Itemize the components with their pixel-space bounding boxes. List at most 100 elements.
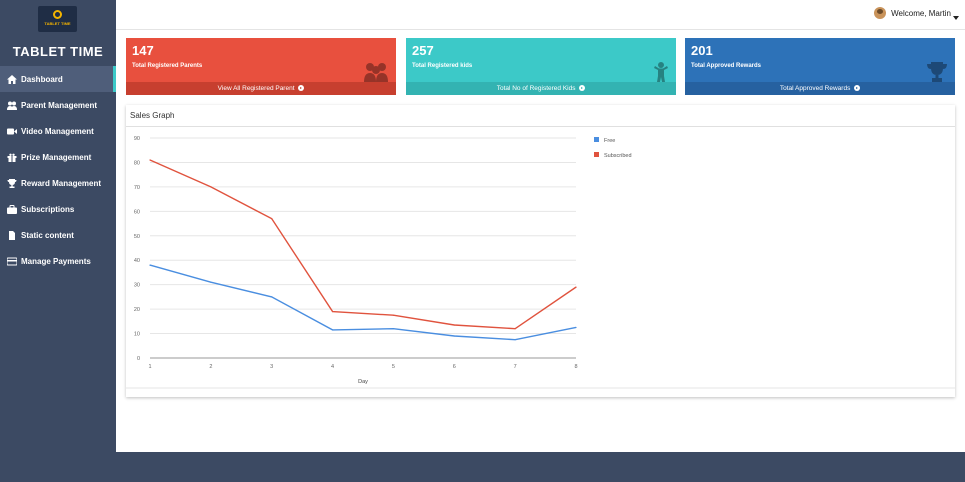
data-point — [149, 159, 151, 161]
data-point — [514, 339, 516, 341]
users-icon — [7, 101, 17, 110]
arrow-circle-right-icon — [579, 85, 586, 91]
trophy-icon — [927, 62, 947, 82]
user-menu[interactable]: Welcome, Martin — [874, 7, 951, 19]
briefcase-icon — [7, 204, 17, 214]
data-point — [392, 314, 395, 316]
series-line-free — [149, 264, 577, 341]
sidebar-item-label: Parent Management — [21, 100, 98, 110]
view-kids-link[interactable]: Total No of Registered Kids — [406, 82, 676, 95]
x-tick-label: 1 — [148, 364, 151, 370]
x-tick-label: 5 — [392, 364, 395, 370]
x-tick-label: 7 — [514, 364, 517, 370]
view-parents-link[interactable]: View All Registered Parent — [126, 82, 396, 95]
brand-title: TABLET TIME — [12, 44, 104, 59]
stat-card-parents: 147 Total Registered Parents View All Re… — [126, 38, 396, 95]
stat-label: Total Registered Parents — [132, 63, 203, 69]
sidebar-item-label: Prize Management — [21, 152, 92, 162]
logo-text: TABLET TIME — [44, 21, 71, 26]
sidebar-item-subscriptions[interactable]: Subscriptions — [0, 196, 116, 222]
sidebar-item-video-management[interactable]: Video Management — [0, 118, 116, 144]
avatar — [874, 7, 887, 19]
sidebar-item-label: Dashboard — [21, 74, 63, 84]
y-tick-label: 80 — [134, 160, 140, 166]
view-rewards-link[interactable]: Total Approved Rewards — [685, 82, 955, 95]
stat-card-rewards: 201 Total Approved Rewards Total Approve… — [685, 38, 955, 95]
sidebar-item-label: Subscriptions — [21, 204, 75, 214]
page-footer — [116, 452, 965, 482]
footer-label: Total Approved Rewards — [779, 85, 851, 92]
credit-card-icon — [7, 257, 17, 266]
sidebar-item-label: Video Management — [21, 126, 94, 136]
sidebar-menu: Dashboard Parent Management Video Manage… — [0, 66, 116, 274]
app-logo[interactable]: TABLET TIME — [38, 6, 77, 32]
data-point — [514, 328, 516, 330]
sales-line-chart: 0 10 20 30 40 50 60 70 80 90 1 2 3 4 5 6 7 8 Day Free Subscr… — [126, 136, 955, 389]
data-point — [271, 218, 273, 220]
y-tick-label: 40 — [134, 258, 140, 264]
sidebar-item-dashboard[interactable]: Dashboard — [0, 66, 116, 92]
child-icon — [654, 62, 668, 82]
data-point — [149, 264, 151, 266]
sidebar: TABLET TIME TABLET TIME Dashboard Parent… — [0, 0, 116, 482]
stat-card-kids: 257 Total Registered kids Total No of Re… — [406, 38, 676, 95]
legend-label: Subscribed — [604, 153, 632, 159]
top-bar: Welcome, Martin — [116, 0, 965, 30]
users-icon — [364, 63, 388, 82]
x-axis-label: Day — [358, 379, 368, 385]
series-line-subscribed — [149, 159, 577, 330]
main-content: Welcome, Martin 147 Total Registered Par… — [116, 0, 965, 452]
y-tick-label: 70 — [134, 185, 140, 191]
data-point — [575, 286, 577, 288]
sidebar-item-label: Reward Management — [21, 178, 102, 188]
footer-label: View All Registered Parent — [217, 85, 295, 92]
welcome-text: Welcome, Martin — [891, 8, 951, 18]
file-icon — [7, 230, 17, 240]
legend-label: Free — [604, 138, 615, 144]
video-icon — [7, 127, 17, 136]
x-tick-label: 4 — [331, 364, 334, 370]
logo-ring-icon — [53, 10, 62, 19]
y-tick-label: 60 — [134, 209, 140, 215]
footer-label: Total No of Registered Kids — [496, 85, 576, 92]
data-point — [453, 335, 455, 337]
x-tick-label: 2 — [209, 364, 212, 370]
sidebar-item-parent-management[interactable]: Parent Management — [0, 92, 116, 118]
sidebar-item-manage-payments[interactable]: Manage Payments — [0, 248, 116, 274]
y-tick-label: 20 — [134, 307, 140, 313]
sidebar-item-reward-management[interactable]: Reward Management — [0, 170, 116, 196]
stat-value: 257 — [412, 43, 434, 58]
legend-swatch — [594, 137, 599, 142]
stat-value: 147 — [132, 43, 154, 58]
panel-title: Sales Graph — [126, 105, 955, 127]
sidebar-item-prize-management[interactable]: Prize Management — [0, 144, 116, 170]
x-tick-label: 6 — [453, 364, 456, 370]
data-point — [210, 281, 212, 283]
data-point — [575, 326, 577, 329]
sidebar-item-label: Static content — [21, 230, 74, 240]
stat-label: Total Registered kids — [412, 63, 473, 69]
arrow-circle-right-icon — [298, 85, 305, 91]
data-point — [271, 296, 273, 298]
x-tick-label: 8 — [574, 364, 577, 370]
data-point — [331, 329, 334, 331]
data-point — [331, 310, 334, 313]
legend-swatch — [594, 152, 599, 157]
y-tick-label: 90 — [134, 136, 140, 142]
data-point — [210, 186, 212, 188]
sales-graph-panel: Sales Graph 0 10 20 30 40 50 60 70 80 90 1 2 3 4 5 6 7 8 D… — [126, 105, 955, 397]
stat-value: 201 — [691, 43, 713, 58]
trophy-icon — [7, 178, 17, 188]
chevron-down-icon[interactable] — [953, 16, 959, 20]
sidebar-item-static-content[interactable]: Static content — [0, 222, 116, 248]
data-point — [453, 324, 455, 326]
y-tick-label: 0 — [137, 356, 140, 362]
x-tick-label: 3 — [270, 364, 273, 370]
gift-icon — [7, 153, 17, 162]
y-tick-label: 10 — [134, 332, 140, 338]
sidebar-item-label: Manage Payments — [21, 256, 91, 266]
data-point — [392, 328, 395, 330]
arrow-circle-right-icon — [854, 85, 861, 91]
y-tick-label: 50 — [134, 234, 140, 240]
home-icon — [7, 74, 17, 84]
